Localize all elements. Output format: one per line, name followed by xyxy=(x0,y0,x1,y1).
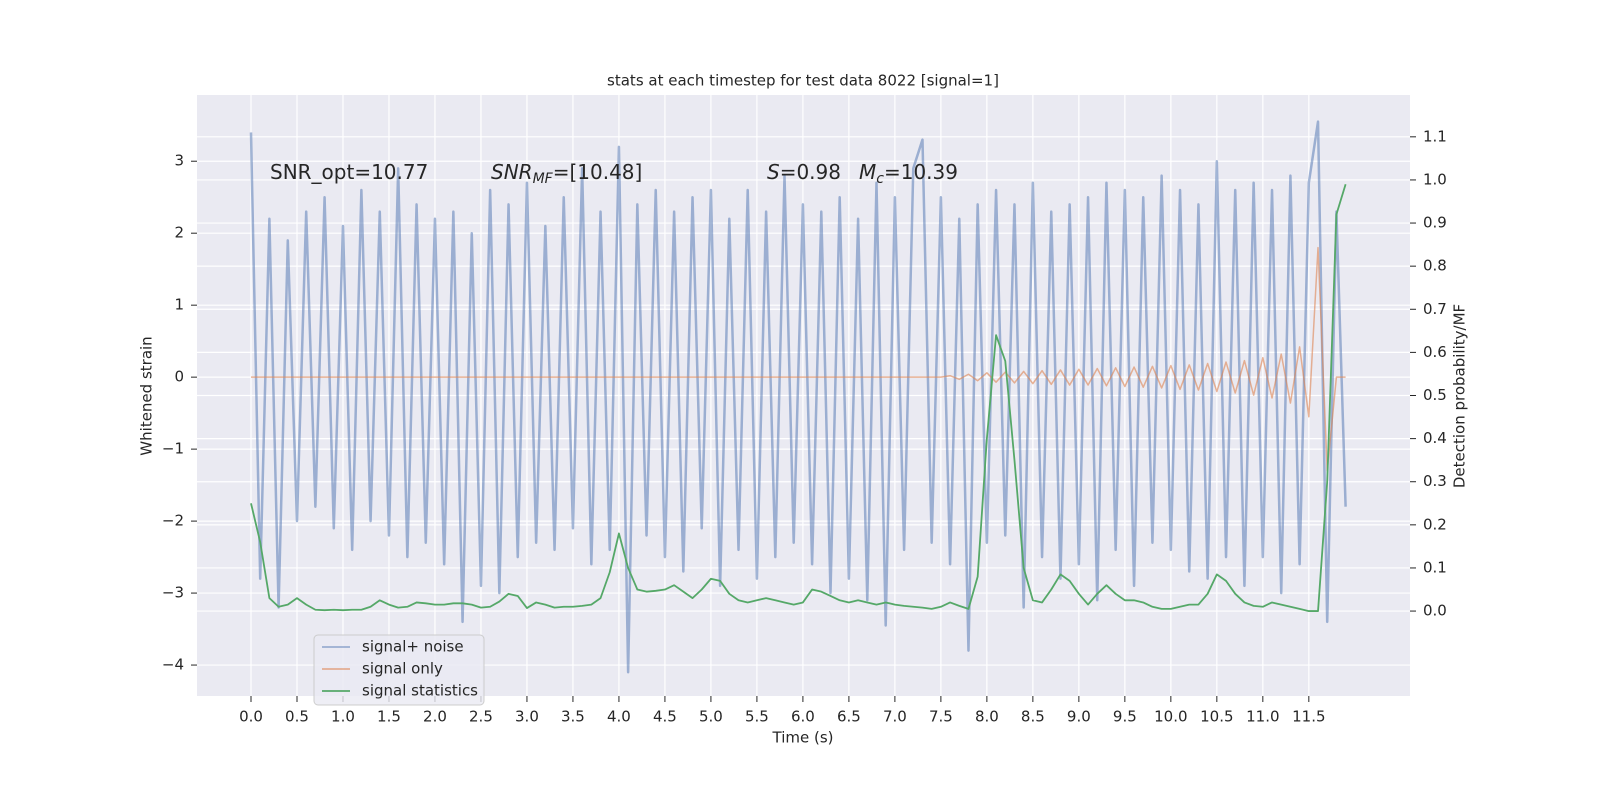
y2-tick-label: 0.2 xyxy=(1423,515,1447,533)
x-tick-label: 7.5 xyxy=(929,708,953,726)
annotation-text: SNR_opt=10.77 xyxy=(270,160,428,184)
y2-tick-label: 0.8 xyxy=(1423,257,1447,275)
x-tick-label: 0.0 xyxy=(239,708,263,726)
legend-label: signal statistics xyxy=(362,682,478,700)
annotation-symbol: M xyxy=(859,160,876,184)
y2-tick-label: 0.4 xyxy=(1423,429,1447,447)
annotation-symbol: S xyxy=(767,160,780,184)
y-axis-label: Whitened strain xyxy=(138,336,156,455)
x-tick-label: 3.0 xyxy=(515,708,539,726)
y-tick-label: 2 xyxy=(174,224,184,242)
x-tick-label: 6.0 xyxy=(791,708,815,726)
y2-tick-label: 0.3 xyxy=(1423,472,1447,490)
x-tick-label: 5.0 xyxy=(699,708,723,726)
annotation-subscript: MF xyxy=(533,171,554,187)
legend-label: signal+ noise xyxy=(362,638,464,656)
x-axis-label: Time (s) xyxy=(772,729,834,747)
y2-tick-label: 0.9 xyxy=(1423,214,1447,232)
annotation: SNR_opt=10.77 xyxy=(270,160,428,184)
y2-axis-label: Detection probability/MF xyxy=(1451,304,1469,488)
annotation: SNRMF=[10.48] xyxy=(491,160,642,188)
x-tick-label: 4.0 xyxy=(607,708,631,726)
y2-tick-label: 0.1 xyxy=(1423,558,1447,576)
annotation-symbol: SNR xyxy=(491,160,533,184)
series-line xyxy=(250,183,1347,612)
y2-tick-label: 1.1 xyxy=(1423,127,1447,145)
x-tick-label: 1.0 xyxy=(331,708,355,726)
chart-title: stats at each timestep for test data 802… xyxy=(607,72,999,90)
annotation-value: =[10.48] xyxy=(553,160,643,184)
y2-tick-label: 1.0 xyxy=(1423,170,1447,188)
x-tick-label: 8.5 xyxy=(1021,708,1045,726)
x-tick-label: 8.0 xyxy=(975,708,999,726)
x-tick-label: 0.5 xyxy=(285,708,309,726)
x-tick-label: 10.0 xyxy=(1154,708,1187,726)
x-tick-label: 9.0 xyxy=(1067,708,1091,726)
annotation-value: =10.39 xyxy=(884,160,958,184)
x-tick-label: 11.0 xyxy=(1246,708,1279,726)
legend-label: signal only xyxy=(362,660,443,678)
y2-tick-label: 0.5 xyxy=(1423,386,1447,404)
y-tick-label: 0 xyxy=(174,368,184,386)
y-tick-label: −1 xyxy=(162,440,184,458)
x-tick-label: 1.5 xyxy=(377,708,401,726)
x-tick-label: 7.0 xyxy=(883,708,907,726)
x-tick-label: 4.5 xyxy=(653,708,677,726)
x-tick-label: 2.0 xyxy=(423,708,447,726)
y-tick-label: −4 xyxy=(162,656,184,674)
series-line xyxy=(249,120,1347,674)
y2-tick-label: 0.6 xyxy=(1423,343,1447,361)
x-tick-label: 6.5 xyxy=(837,708,861,726)
y-tick-label: 1 xyxy=(174,296,184,314)
annotation: S=0.98 xyxy=(767,160,841,184)
y2-tick-label: 0.0 xyxy=(1423,602,1447,620)
annotation-subscript: c xyxy=(876,171,884,187)
y2-tick-label: 0.7 xyxy=(1423,300,1447,318)
annotation-value: =0.98 xyxy=(780,160,841,184)
y-tick-label: 3 xyxy=(174,152,184,170)
y-tick-label: −3 xyxy=(162,584,184,602)
y-tick-label: −2 xyxy=(162,512,184,530)
x-tick-label: 5.5 xyxy=(745,708,769,726)
series-line xyxy=(250,246,1346,472)
x-tick-label: 10.5 xyxy=(1200,708,1233,726)
x-tick-label: 2.5 xyxy=(469,708,493,726)
x-tick-label: 11.5 xyxy=(1292,708,1325,726)
x-tick-label: 3.5 xyxy=(561,708,585,726)
annotation: Mc=10.39 xyxy=(859,160,958,188)
legend-box xyxy=(313,634,485,706)
x-tick-label: 9.5 xyxy=(1113,708,1137,726)
